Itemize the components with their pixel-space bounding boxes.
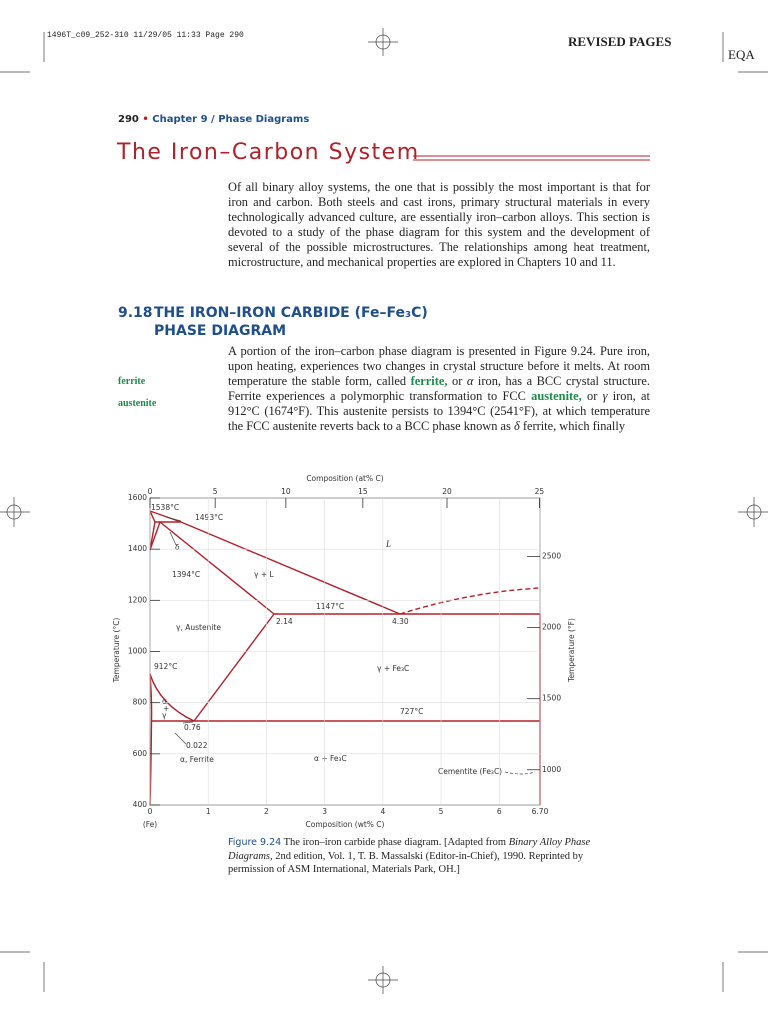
x-axis-title: Composition (wt% C) <box>306 820 385 829</box>
top-axis-title: Composition (at% C) <box>306 474 383 483</box>
annotation: 1493°C <box>195 513 223 522</box>
annotation: γ, Austenite <box>176 623 221 632</box>
annotation: α <box>162 697 167 706</box>
x-tick-label: 6.70 <box>532 807 549 816</box>
eqa-label: EQA <box>728 47 755 62</box>
annotation: + <box>163 704 169 713</box>
y2-tick-label: 2500 <box>542 552 561 561</box>
top-tick-label: 15 <box>358 487 368 496</box>
annotation: γ <box>162 711 167 720</box>
intro-paragraph: Of all binary alloy systems, the one tha… <box>228 180 650 269</box>
caption: Figure 9.24 The iron–iron carbide phase … <box>228 836 628 877</box>
text-run: iron, at 912°C (1674°F). This austenite … <box>228 388 650 433</box>
annotation: 1394°C <box>172 570 200 579</box>
x-tick-label: 6 <box>497 807 502 816</box>
y-tick-label: 600 <box>133 749 148 758</box>
annotation: α, Ferrite <box>180 755 214 764</box>
annotation: δ <box>175 543 180 552</box>
x-tick-label: 3 <box>322 807 327 816</box>
y2-tick-label: 1000 <box>542 765 561 774</box>
paragraph: A portion of the iron–carbon phase diagr… <box>228 344 650 433</box>
section-heading: 9.18 THE IRON–IRON CARBIDE (Fe–Fe₃C) PHA… <box>118 305 428 339</box>
section-title: THE IRON–IRON CARBIDE (Fe–Fe₃C) <box>154 305 428 321</box>
symbol: α <box>466 373 474 388</box>
top-tick-label: 5 <box>213 487 218 496</box>
symbol: γ <box>602 388 608 403</box>
annotation: 4.30 <box>392 617 409 626</box>
key-term: ferrite, <box>410 373 448 388</box>
annotation: 1538°C <box>151 503 179 512</box>
y-tick-label: 800 <box>133 698 148 707</box>
top-tick-label: 25 <box>535 487 545 496</box>
y-tick-label: 1200 <box>128 595 147 604</box>
key-term: austenite, <box>531 388 582 403</box>
crop-marks <box>0 28 768 994</box>
x-origin-label: (Fe) <box>143 820 157 829</box>
slug: 1496T_c09_252-310 11/29/05 11:33 Page 29… <box>47 31 244 40</box>
section-number: 9.18 <box>118 305 153 321</box>
revised-label: REVISED PAGES <box>568 34 672 49</box>
annotation: 2.14 <box>276 617 293 626</box>
annotation: 0.76 <box>184 723 201 732</box>
x-tick-label: 4 <box>380 807 385 816</box>
top-tick-label: 10 <box>281 487 291 496</box>
x-tick-label: 5 <box>439 807 444 816</box>
section-name: Phase Diagrams <box>218 114 310 125</box>
y-tick-label: 1000 <box>128 647 147 656</box>
annotation: α + Fe₃C <box>314 754 347 763</box>
separator: / <box>211 114 215 125</box>
y-tick-label: 1400 <box>128 544 147 553</box>
annotation: 1147°C <box>316 602 344 611</box>
text-run: Binary Alloy Phase Diagrams, <box>228 837 591 862</box>
x-tick-label: 1 <box>206 807 211 816</box>
y-tick-label: 1600 <box>128 493 147 502</box>
separator: • <box>142 114 149 125</box>
text-run: iron, has a BCC crystal structure. Ferri… <box>228 373 650 403</box>
text-run: or <box>447 373 467 388</box>
x-tick-label: 0 <box>148 807 153 816</box>
top-tick-label: 0 <box>148 487 153 496</box>
phase-diagram: 1538°C 1493°C 1394°C 912°C 1147°C 727°C … <box>112 474 576 829</box>
text-run: The iron–iron carbide phase diagram. [Ad… <box>281 837 509 848</box>
running-head: 290 • Chapter 9 / Phase Diagrams <box>118 114 309 125</box>
leaders <box>165 516 536 775</box>
margin-term: ferrite <box>118 376 146 387</box>
text-run: 2nd edition, Vol. 1, T. B. Massalski (Ed… <box>228 850 584 876</box>
caption-label: Figure 9.24 <box>228 837 282 848</box>
y-axis-title: Temperature (°C) <box>112 618 121 684</box>
annotation: γ + L <box>254 570 274 579</box>
annotation: 0.022 <box>186 741 208 750</box>
annotation: Cementite (Fe₃C) <box>438 767 502 776</box>
annotation: γ + Fe₃C <box>377 664 409 673</box>
y2-axis-title: Temperature (°F) <box>567 618 576 683</box>
top-tick-label: 20 <box>442 487 452 496</box>
y2-tick-label: 1500 <box>542 694 561 703</box>
section-title: PHASE DIAGRAM <box>154 323 287 339</box>
text-run: ferrite, which finally <box>519 418 626 433</box>
annotation: 727°C <box>400 707 423 716</box>
title: The Iron–Carbon System <box>117 140 420 165</box>
x-tick-label: 2 <box>264 807 269 816</box>
text-run: A portion of the iron–carbon phase diagr… <box>228 344 650 388</box>
y2-tick-label: 2000 <box>542 623 561 632</box>
text-run: or <box>581 388 603 403</box>
chapter: Chapter 9 <box>152 114 208 125</box>
page-number: 290 <box>118 114 139 125</box>
annotation: 912°C <box>154 662 177 671</box>
phase-boundaries <box>149 510 541 806</box>
annotation: L <box>385 539 391 549</box>
y-tick-label: 400 <box>133 800 148 809</box>
margin-term: austenite <box>118 398 157 409</box>
symbol: δ <box>513 418 520 433</box>
